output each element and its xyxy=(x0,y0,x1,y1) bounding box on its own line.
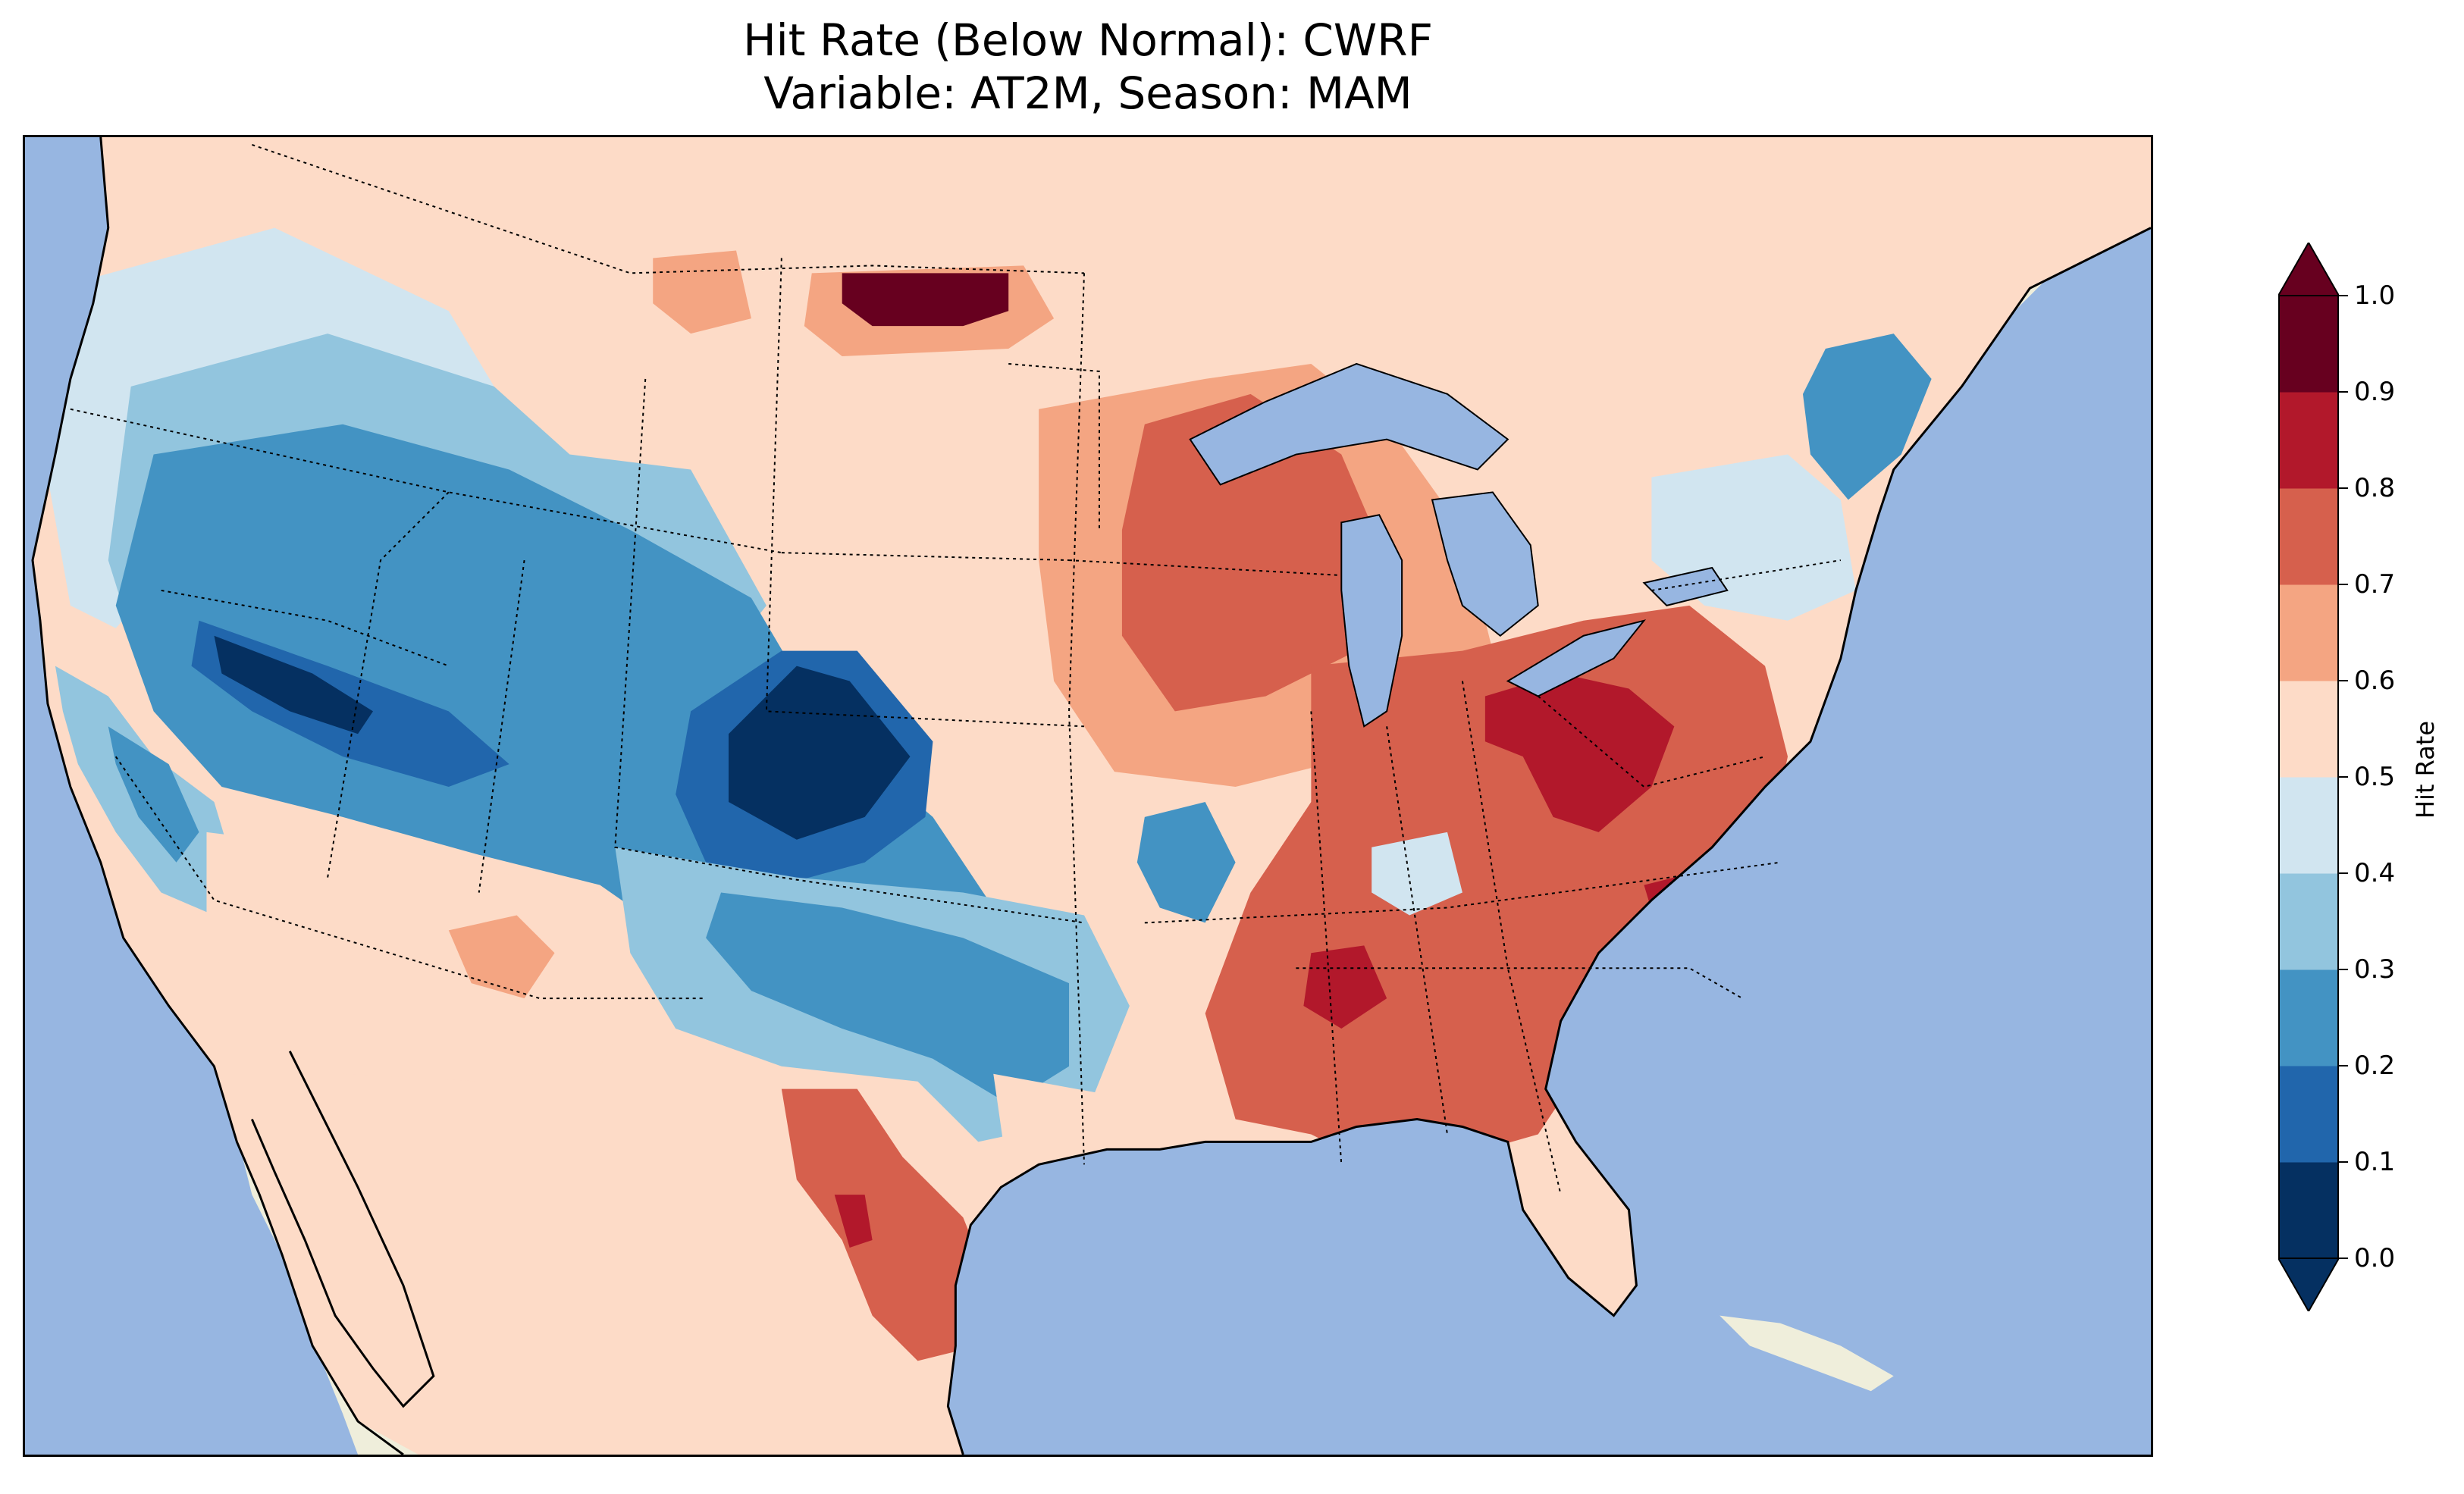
colorbar-tick-label: 0.9 xyxy=(2354,377,2396,407)
region-southern-plains-core xyxy=(706,892,1070,1104)
great-lakes xyxy=(1189,362,1729,728)
colorbar-tick-mark xyxy=(2339,776,2348,778)
region-upper-midwest-red xyxy=(1121,393,1387,712)
region-southwest xyxy=(206,832,646,1082)
colorbar-segment xyxy=(2278,777,2339,874)
colorbar-tick-label: 0.7 xyxy=(2354,569,2396,600)
colorbar-border xyxy=(2278,295,2339,1259)
colorbar-tick-mark xyxy=(2339,391,2348,393)
colorbar-tick-mark xyxy=(2339,1161,2348,1163)
chart-title-line1: Hit Rate (Below Normal): CWRF xyxy=(743,14,1433,66)
colorbar-tick-label: 0.0 xyxy=(2354,1243,2396,1273)
colorbar-segment xyxy=(2278,969,2339,1066)
region-california-blue xyxy=(108,726,199,863)
colorbar-tick-mark xyxy=(2339,1065,2348,1066)
colorbar-tick-label: 0.3 xyxy=(2354,954,2396,985)
region-ohio-valley-red xyxy=(1484,673,1675,832)
region-indiana-pale xyxy=(1372,832,1462,916)
colorbar-segment xyxy=(2278,584,2339,681)
colorbar-tick-label: 0.6 xyxy=(2354,666,2396,696)
chart-title-line2: Variable: AT2M, Season: MAM xyxy=(763,67,1412,119)
colorbar-segment xyxy=(2278,873,2339,970)
colorbar-tick-mark xyxy=(2339,872,2348,874)
colorbar-label: Hit Rate xyxy=(2411,720,2440,819)
region-great-basin-core xyxy=(214,635,374,734)
map-canvas xyxy=(25,137,2151,1455)
lake-superior xyxy=(1189,362,1509,486)
colorbar-tick-label: 0.2 xyxy=(2354,1051,2396,1081)
colorbar-segment xyxy=(2278,296,2339,393)
colorbar-under-extension xyxy=(2278,1258,2339,1311)
colorbar-segment xyxy=(2278,392,2339,489)
region-west-texas-red xyxy=(834,1195,873,1248)
colorbar-tick-mark xyxy=(2339,680,2348,681)
region-missouri-blue xyxy=(1136,801,1236,923)
map-frame xyxy=(23,135,2153,1457)
colorbar-tick-label: 0.4 xyxy=(2354,858,2396,888)
region-colorado-core xyxy=(729,666,911,840)
colorbar-segment xyxy=(2278,1066,2339,1163)
region-tennessee-red xyxy=(1303,945,1387,1029)
chart-title: Hit Rate (Below Normal): CWRF Variable: … xyxy=(23,14,2153,120)
coastlines xyxy=(31,137,2151,1455)
region-florida xyxy=(1417,1149,1629,1316)
colorbar-tick-mark xyxy=(2339,584,2348,585)
lake-erie xyxy=(1506,619,1647,697)
colorbar-tick-mark xyxy=(2339,487,2348,489)
region-montana-patch xyxy=(653,250,751,334)
colorbar-tick-mark xyxy=(2339,969,2348,970)
colorbar xyxy=(2278,243,2339,1311)
colorbar-tick-mark xyxy=(2339,1258,2348,1259)
colorbar-tick-label: 0.8 xyxy=(2354,473,2396,503)
state-borders xyxy=(70,144,1842,1195)
region-southwest-patch xyxy=(448,915,555,999)
colorbar-tick-label: 0.5 xyxy=(2354,762,2396,792)
land-cuba xyxy=(1719,1315,1894,1392)
region-north-dakota-core xyxy=(842,273,1009,327)
region-west-texas xyxy=(781,1088,994,1361)
colorbar-segment xyxy=(2278,1162,2339,1259)
lake-huron xyxy=(1431,491,1539,637)
lake-ontario xyxy=(1642,566,1729,606)
colorbar-over-extension xyxy=(2278,243,2339,296)
colorbar-segment xyxy=(2278,681,2339,778)
lake-michigan xyxy=(1340,514,1403,728)
colorbar-tick-mark xyxy=(2339,295,2348,296)
colorbar-segment xyxy=(2278,488,2339,585)
colorbar-tick-label: 0.1 xyxy=(2354,1147,2396,1177)
region-maine xyxy=(1802,334,1932,500)
colorbar-tick-label: 1.0 xyxy=(2354,280,2396,311)
